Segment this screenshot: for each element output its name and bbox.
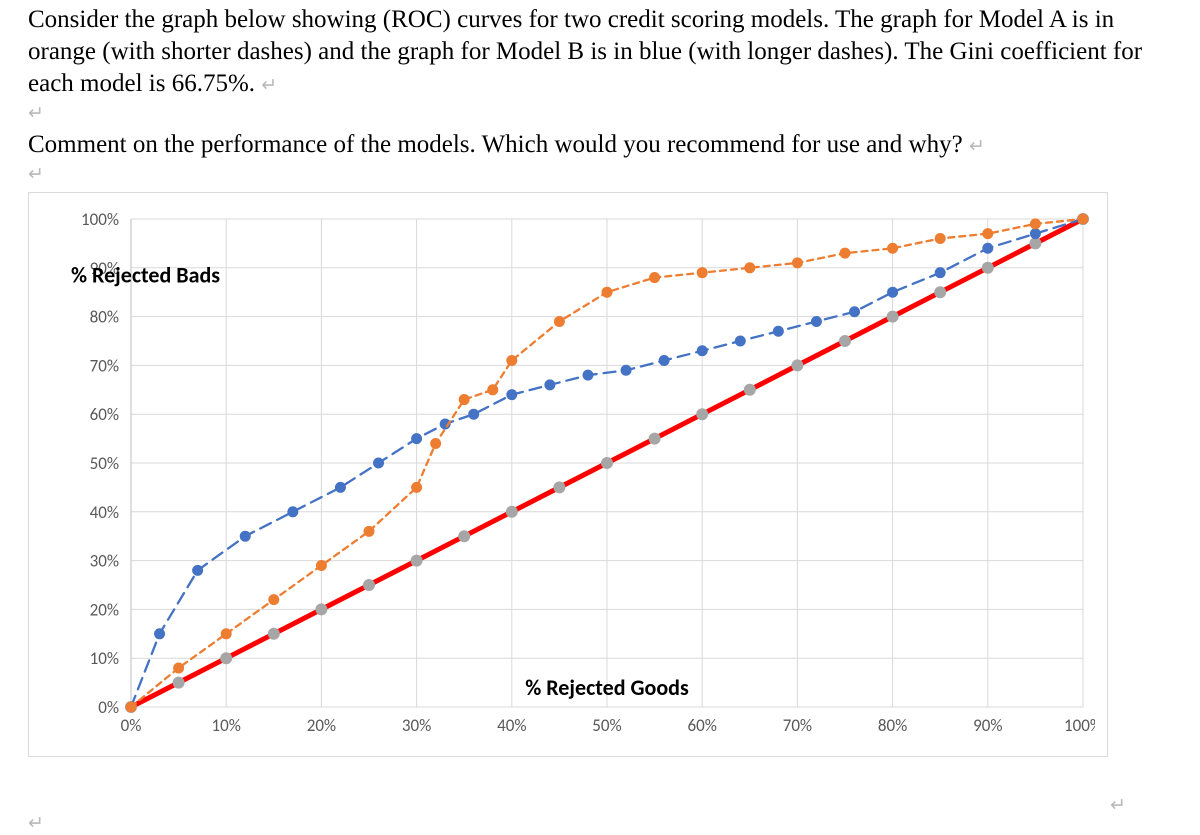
svg-text:50%: 50% <box>592 715 621 736</box>
roc-chart-container: 0% 10% 20% 30% 40% 50% 60% 70% 80% 90% 100% 0% 10% 20… <box>28 192 1108 757</box>
svg-text:70%: 70% <box>90 355 119 376</box>
svg-text:70%: 70% <box>783 715 812 736</box>
pilcrow-icon: ↵ <box>969 135 985 159</box>
svg-text:60%: 60% <box>688 715 717 736</box>
svg-text:20%: 20% <box>307 715 336 736</box>
svg-text:0%: 0% <box>121 715 142 736</box>
svg-text:% Rejected Goods: % Rejected Goods <box>525 674 689 701</box>
svg-text:80%: 80% <box>90 307 119 328</box>
svg-text:100%: 100% <box>81 209 119 230</box>
pilcrow-icon: ↵ <box>261 74 277 98</box>
svg-text:80%: 80% <box>878 715 907 736</box>
pilcrow-icon: ↵ <box>28 812 44 835</box>
pilcrow-icon: ↵ <box>28 102 1180 125</box>
roc-chart: 0% 10% 20% 30% 40% 50% 60% 70% 80% 90% 100% 0% 10% 20… <box>39 207 1095 745</box>
question-text-2: Comment on the performance of the models… <box>28 131 963 158</box>
svg-text:30%: 30% <box>402 715 431 736</box>
svg-text:60%: 60% <box>90 404 119 425</box>
svg-text:% Rejected Bads: % Rejected Bads <box>71 261 220 288</box>
svg-text:50%: 50% <box>90 453 119 474</box>
svg-text:0%: 0% <box>98 697 119 718</box>
svg-text:100%: 100% <box>1064 715 1095 736</box>
svg-text:10%: 10% <box>90 648 119 669</box>
svg-text:40%: 40% <box>497 715 526 736</box>
svg-text:10%: 10% <box>212 715 241 736</box>
svg-text:90%: 90% <box>973 715 1002 736</box>
svg-text:20%: 20% <box>90 599 119 620</box>
question-text-1: Consider the graph below showing (ROC) c… <box>28 6 1142 97</box>
svg-text:30%: 30% <box>90 551 119 572</box>
svg-text:40%: 40% <box>90 502 119 523</box>
question-paragraph-2: Comment on the performance of the models… <box>28 129 1180 161</box>
question-paragraph-1: Consider the graph below showing (ROC) c… <box>28 4 1180 100</box>
pilcrow-icon: ↵ <box>1110 794 1126 817</box>
pilcrow-icon: ↵ <box>28 163 1180 186</box>
